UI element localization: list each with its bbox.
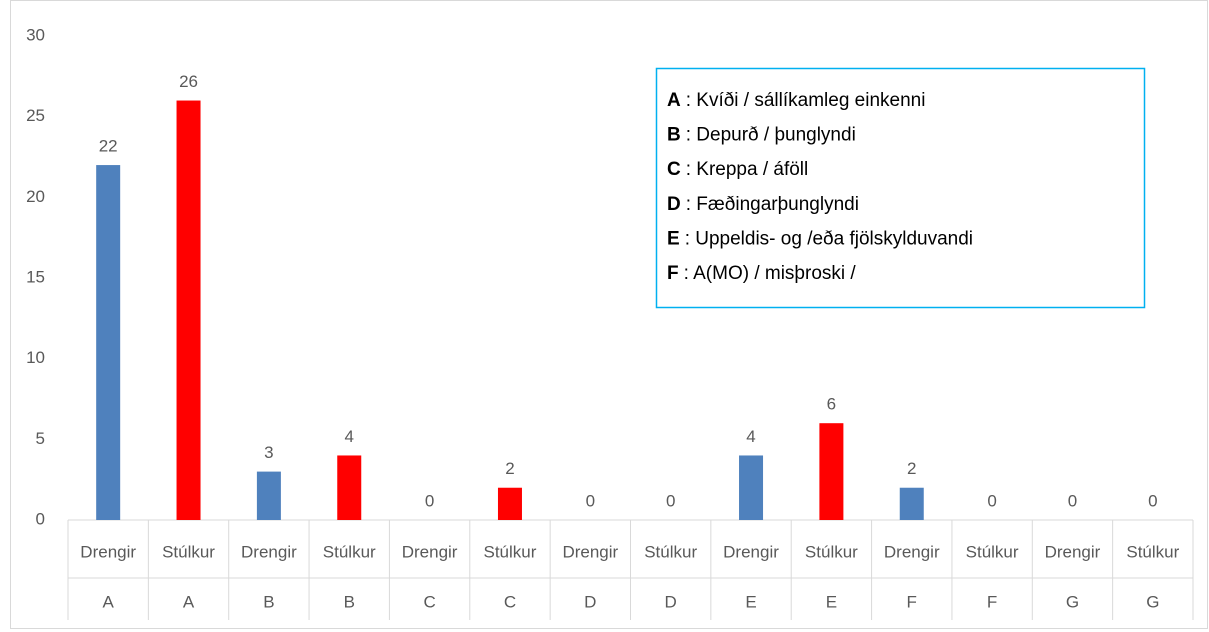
y-tick-label: 15 xyxy=(26,267,45,286)
annotation: C: Kreppa / áföll xyxy=(667,159,808,180)
annotation: A: Kvíði / sállíkamleg einkenni xyxy=(667,90,925,111)
data-label: 0 xyxy=(586,491,595,510)
annotation-text: : A(MO) / misþroski / xyxy=(684,263,857,284)
x-tick-label: Stúlkur xyxy=(323,542,376,561)
annotation-text: : Kreppa / áföll xyxy=(686,159,809,180)
data-label: 6 xyxy=(827,395,836,414)
y-tick-label: 10 xyxy=(26,348,45,367)
annotation-key: C xyxy=(667,159,681,180)
annotation: F: A(MO) / misþroski / xyxy=(667,263,856,284)
bar xyxy=(176,100,201,521)
x-group-label: B xyxy=(263,592,274,611)
annotation: E: Uppeldis- og /eða fjölskylduvandi xyxy=(667,228,973,249)
annotation-key: F xyxy=(667,263,679,284)
annotation-text: : Uppeldis- og /eða fjölskylduvandi xyxy=(685,228,973,249)
x-tick-label: Stúlkur xyxy=(162,542,215,561)
data-label: 0 xyxy=(1148,491,1157,510)
x-group-label: D xyxy=(665,592,677,611)
data-label: 0 xyxy=(666,491,675,510)
data-label: 0 xyxy=(1068,491,1077,510)
y-tick-label: 25 xyxy=(26,106,45,125)
x-group-label: G xyxy=(1146,592,1159,611)
annotation: D: Fæðingarþunglyndi xyxy=(667,194,859,215)
annotation-text: : Depurð / þunglyndi xyxy=(686,125,856,146)
data-label: 22 xyxy=(99,137,118,156)
x-group-label: E xyxy=(745,592,756,611)
chart-frame xyxy=(10,0,1208,629)
data-label: 4 xyxy=(345,427,354,446)
bar xyxy=(819,423,844,520)
x-tick-label: Stúlkur xyxy=(484,542,537,561)
x-group-label: D xyxy=(584,592,596,611)
legend-box xyxy=(655,67,1146,309)
x-group-label: F xyxy=(987,592,997,611)
annotation-key: A xyxy=(667,90,681,111)
bar xyxy=(256,471,281,520)
x-group-label: G xyxy=(1066,592,1079,611)
bar xyxy=(899,487,924,520)
x-group-label: A xyxy=(183,592,195,611)
annotation-key: D xyxy=(667,194,681,215)
x-tick-label: Stúlkur xyxy=(644,542,697,561)
x-group-label: C xyxy=(504,592,516,611)
x-tick-label: Drengir xyxy=(884,542,940,561)
annotation: B: Depurð / þunglyndi xyxy=(667,125,856,146)
x-tick-label: Drengir xyxy=(241,542,297,561)
data-label: 26 xyxy=(179,72,198,91)
annotation-key: E xyxy=(667,228,680,249)
bar xyxy=(337,455,362,520)
x-tick-label: Stúlkur xyxy=(1126,542,1179,561)
x-group-label: A xyxy=(103,592,115,611)
data-label: 2 xyxy=(505,459,514,478)
annotation-key: B xyxy=(667,125,681,146)
annotation-text: : Kvíði / sállíkamleg einkenni xyxy=(686,90,926,111)
data-label: 4 xyxy=(746,427,755,446)
x-tick-label: Drengir xyxy=(402,542,458,561)
x-tick-label: Stúlkur xyxy=(805,542,858,561)
y-tick-label: 0 xyxy=(36,509,45,528)
x-group-label: C xyxy=(423,592,435,611)
data-label: 2 xyxy=(907,459,916,478)
x-group-label: E xyxy=(826,592,837,611)
annotation-text: : Fæðingarþunglyndi xyxy=(686,194,859,215)
x-tick-label: Stúlkur xyxy=(966,542,1019,561)
y-tick-label: 20 xyxy=(26,187,45,206)
x-tick-label: Drengir xyxy=(1045,542,1101,561)
x-group-label: B xyxy=(344,592,355,611)
bar xyxy=(739,455,764,520)
x-group-label: F xyxy=(907,592,917,611)
x-tick-label: Drengir xyxy=(562,542,618,561)
x-tick-label: Drengir xyxy=(723,542,779,561)
data-label: 3 xyxy=(264,443,273,462)
x-tick-label: Drengir xyxy=(80,542,136,561)
bar xyxy=(497,487,522,520)
y-tick-label: 30 xyxy=(26,25,45,44)
y-tick-label: 5 xyxy=(36,429,45,448)
data-label: 0 xyxy=(425,491,434,510)
bar xyxy=(96,165,121,521)
data-label: 0 xyxy=(987,491,996,510)
